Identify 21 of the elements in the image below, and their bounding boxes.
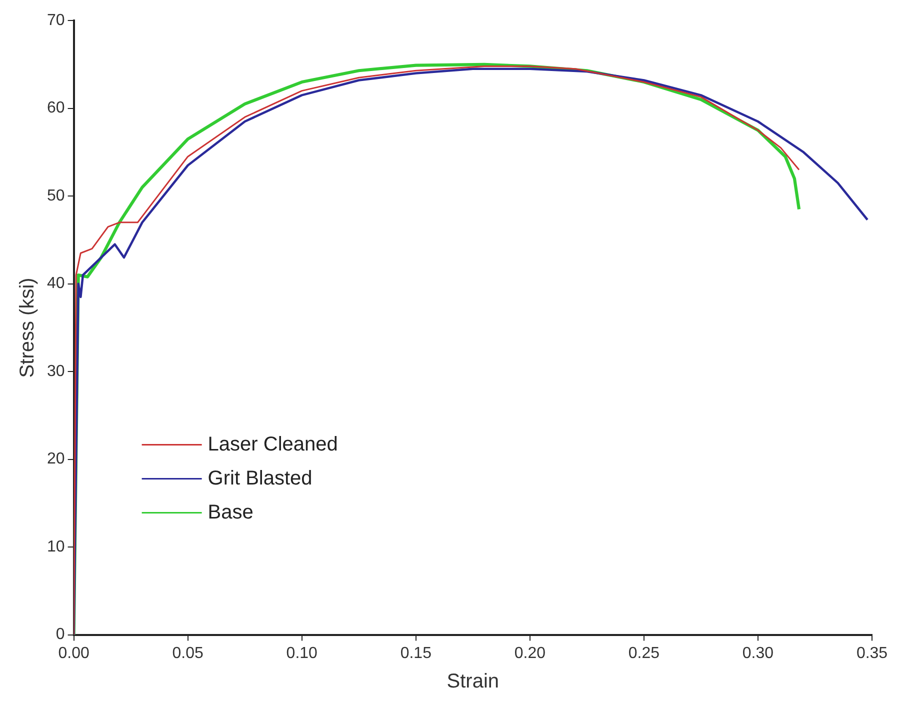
x-axis-title: Strain — [446, 670, 500, 693]
x-tick-label: 0.05 — [172, 644, 204, 662]
y-tick-label: 40 — [47, 275, 65, 292]
y-axis-title: Stress (ksi) — [16, 278, 39, 378]
y-tick-label: 0 — [56, 626, 65, 644]
y-tick-label: 20 — [47, 450, 65, 468]
legend-label: Grit Blasted — [208, 467, 312, 490]
x-tick-label: 0.30 — [742, 644, 774, 662]
x-tick-label: 0.10 — [286, 644, 318, 662]
x-tick-label: 0.15 — [400, 644, 432, 662]
x-tick-label: 0.20 — [514, 644, 546, 662]
x-tick-label: 0.00 — [58, 644, 90, 662]
x-tick-label: 0.35 — [856, 644, 888, 662]
y-tick-label: 70 — [47, 12, 65, 30]
y-tick-label: 30 — [47, 362, 65, 380]
x-tick-label: 0.25 — [628, 644, 660, 662]
y-tick-label: 10 — [47, 538, 65, 556]
legend-label: Laser Cleaned — [208, 433, 338, 456]
y-tick-label: 50 — [47, 187, 65, 204]
legend-label: Base — [208, 501, 254, 524]
y-tick-label: 60 — [47, 100, 65, 117]
